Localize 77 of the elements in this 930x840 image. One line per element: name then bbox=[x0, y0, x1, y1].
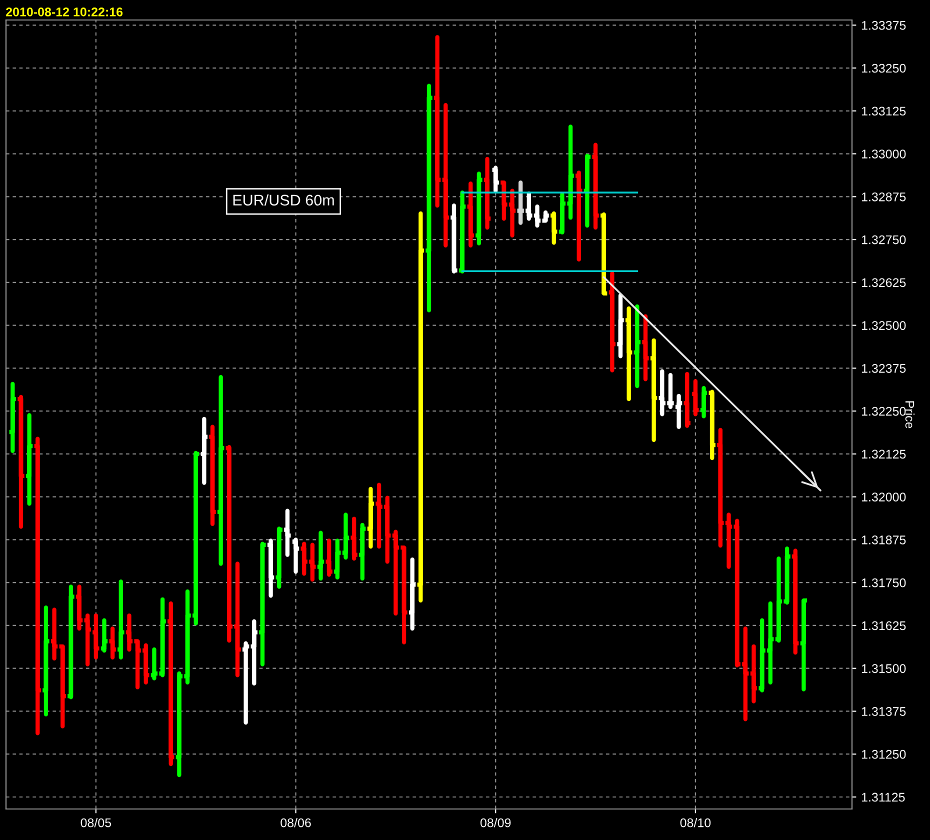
candlestick bbox=[207, 424, 218, 526]
candlestick bbox=[640, 314, 651, 382]
x-tick-label: 08/06 bbox=[280, 818, 311, 828]
y-tick-label: 1.32125 bbox=[862, 450, 906, 459]
candlestick bbox=[590, 142, 601, 230]
y-tick-label: 1.31500 bbox=[862, 664, 906, 674]
candlestick bbox=[432, 35, 443, 208]
y-tick-label: 1.32625 bbox=[862, 278, 906, 288]
candlestick bbox=[548, 211, 560, 245]
candlestick bbox=[240, 641, 252, 725]
x-tick-label: 08/09 bbox=[480, 818, 511, 828]
candlestick bbox=[706, 390, 718, 460]
y-tick-label: 1.31375 bbox=[862, 707, 906, 716]
candlestick bbox=[698, 386, 710, 418]
candlestick bbox=[465, 182, 476, 248]
candlestick bbox=[348, 516, 360, 561]
y-tick-label: 1.33000 bbox=[862, 150, 906, 158]
candlestick bbox=[682, 372, 693, 428]
candlestick bbox=[332, 538, 343, 580]
candlestick bbox=[474, 172, 484, 246]
candlestick bbox=[48, 608, 60, 660]
candlestick bbox=[74, 584, 85, 631]
y-tick-label: 1.32750 bbox=[862, 235, 906, 244]
y-axis-title: Price bbox=[905, 401, 915, 428]
candlestick bbox=[490, 166, 502, 193]
y-tick-label: 1.32000 bbox=[862, 492, 906, 502]
candlestick bbox=[748, 644, 760, 704]
candlestick bbox=[406, 558, 418, 631]
candlestick bbox=[515, 180, 526, 225]
y-tick-label: 1.31250 bbox=[862, 750, 906, 759]
candlestick bbox=[324, 538, 334, 577]
text: 2010-08-12 10:22:16 bbox=[6, 8, 123, 16]
candlestick bbox=[24, 413, 35, 506]
candlestick bbox=[424, 84, 434, 312]
candlestick bbox=[282, 508, 293, 557]
candlestick bbox=[623, 306, 634, 402]
y-tick-label: 1.33125 bbox=[862, 106, 906, 116]
candlestick bbox=[315, 530, 326, 581]
candlestick bbox=[265, 538, 276, 598]
candlestick bbox=[482, 156, 493, 230]
candlestick bbox=[356, 522, 368, 581]
x-tick-label: 08/10 bbox=[680, 818, 711, 828]
candlestick bbox=[648, 338, 660, 442]
candlestick bbox=[40, 606, 52, 716]
candlestick bbox=[215, 375, 226, 566]
candlestick bbox=[248, 619, 260, 686]
candlestick bbox=[198, 416, 210, 485]
candlestick bbox=[615, 293, 626, 358]
candlestick bbox=[365, 486, 376, 549]
candlestick bbox=[632, 304, 643, 388]
candlestick bbox=[290, 538, 302, 574]
y-tick-label: 1.31750 bbox=[862, 578, 906, 588]
candlestick bbox=[107, 626, 118, 660]
y-tick-label: 1.32375 bbox=[862, 364, 906, 373]
y-tick-label: 1.32500 bbox=[862, 321, 906, 330]
candlestick bbox=[115, 579, 126, 660]
y-tick-label: 1.33375 bbox=[862, 20, 906, 30]
y-tick-label: 1.32875 bbox=[862, 192, 906, 202]
text: EUR/USD 60m bbox=[233, 194, 334, 206]
candlestick bbox=[98, 618, 110, 653]
y-tick-label: 1.31875 bbox=[862, 536, 906, 544]
candlestick bbox=[7, 382, 18, 453]
x-tick-label: 08/05 bbox=[80, 818, 112, 828]
candlestick bbox=[606, 271, 618, 372]
candlestick bbox=[440, 102, 452, 248]
candlestick bbox=[340, 512, 352, 560]
candlestick bbox=[448, 204, 460, 274]
y-tick-label: 1.31125 bbox=[862, 792, 905, 802]
candlestick bbox=[257, 542, 268, 666]
candlestick bbox=[582, 154, 593, 228]
y-tick-label: 1.33250 bbox=[862, 64, 906, 73]
candlestick bbox=[274, 526, 285, 589]
candlestick bbox=[16, 394, 26, 529]
candlestick bbox=[690, 379, 701, 416]
candlestick bbox=[573, 170, 584, 262]
y-tick-label: 1.31625 bbox=[862, 621, 906, 630]
y-tick-label: 1.32250 bbox=[862, 406, 906, 416]
